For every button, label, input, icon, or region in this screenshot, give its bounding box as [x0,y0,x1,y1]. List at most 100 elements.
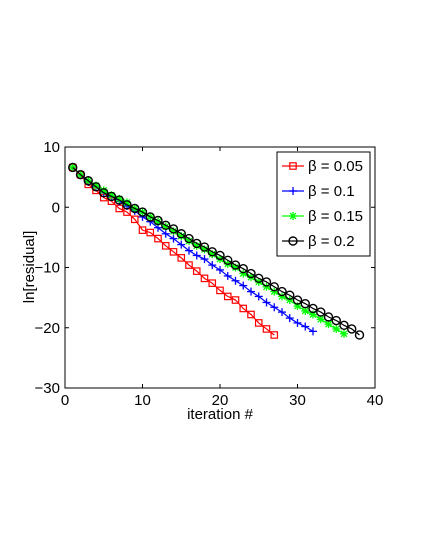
data-point [200,255,209,264]
data-point [215,250,225,261]
data-point [278,308,286,317]
legend-entry: β = 0.2 [282,233,355,250]
data-point [223,292,232,301]
data-point [207,247,217,257]
data-point [185,261,193,269]
data-point [309,327,317,336]
data-point [115,204,124,213]
data-point [230,260,241,270]
data-point [216,265,224,274]
data-point [99,186,108,195]
data-point [270,287,279,296]
data-point [254,292,263,301]
x-tick-label: 0 [61,392,69,409]
x-axis-label: iteration # [187,406,254,423]
data-point [192,238,202,249]
legend-entry: β = 0.05 [282,158,363,175]
y-axis-label: ln[residual] [21,231,38,304]
data-point [332,324,341,333]
data-point [285,314,294,323]
data-point [192,251,201,260]
legend: β = 0.05 β = 0.1 β = 0.15 β = 0.2 [276,151,371,257]
data-point [246,268,256,279]
data-point [239,304,248,313]
data-point [331,315,341,326]
data-point [339,320,349,331]
data-point [301,322,310,331]
x-tick-label: 20 [212,392,229,409]
legend-label: β = 0.05 [308,158,363,175]
data-point [208,279,217,287]
data-point [285,290,295,300]
x-tick-label: 30 [289,392,306,409]
legend-label: β = 0.2 [308,233,355,250]
data-point [138,226,147,234]
legend-marker [289,187,297,195]
data-point [146,228,155,237]
legend-label: β = 0.15 [308,208,363,225]
data-point [285,296,294,305]
data-point [238,264,248,274]
data-point [216,286,224,295]
data-point [168,224,179,234]
data-point [130,203,140,214]
data-point [184,233,194,244]
data-point [161,220,171,231]
y-tick-label: −30 [35,380,60,397]
data-point [239,269,248,278]
data-point [316,307,326,317]
data-point [239,281,248,290]
data-point [177,254,186,262]
legend-marker [289,212,297,220]
data-point [270,331,279,339]
y-tick-label: 10 [43,139,60,156]
ticks-layer: 0 10 20 30 40 −30 −20 −10 0 10 [35,139,384,409]
data-point [130,215,139,224]
data-point [99,188,109,198]
data-point [185,246,193,255]
data-point [161,229,170,238]
data-point [122,200,132,210]
data-point [223,255,233,265]
data-point [277,286,287,297]
data-point [91,182,101,192]
data-point [269,282,279,292]
data-point [137,207,148,217]
data-point [231,296,240,304]
data-point [231,276,240,285]
x-tick-label: 10 [134,392,151,409]
data-point [293,318,302,327]
data-point [262,325,271,333]
data-point [247,287,255,296]
data-point [192,267,201,275]
legend-entry: β = 0.15 [282,208,363,225]
data-point [106,191,117,202]
data-point [68,162,78,173]
data-point [270,303,279,312]
data-point [247,310,255,319]
data-point [153,215,163,226]
data-point [308,303,318,314]
data-point [262,282,271,291]
data-point [145,212,155,222]
data-point [292,295,303,305]
data-point [340,329,348,338]
data-point [83,176,93,186]
data-point [199,242,210,252]
data-point [278,292,286,301]
data-point [161,242,170,250]
legend-entry: β = 0.1 [282,183,355,200]
y-tick-label: −10 [35,260,60,277]
data-point [223,271,232,280]
series-layer [68,162,365,340]
legend-label: β = 0.1 [308,183,355,200]
series-4 [68,162,365,340]
y-tick-label: −20 [35,320,60,337]
data-point [75,170,86,180]
data-point [261,277,272,287]
data-point [169,248,178,256]
data-point [262,298,271,307]
legend-marker [288,236,298,246]
data-point [254,273,264,284]
